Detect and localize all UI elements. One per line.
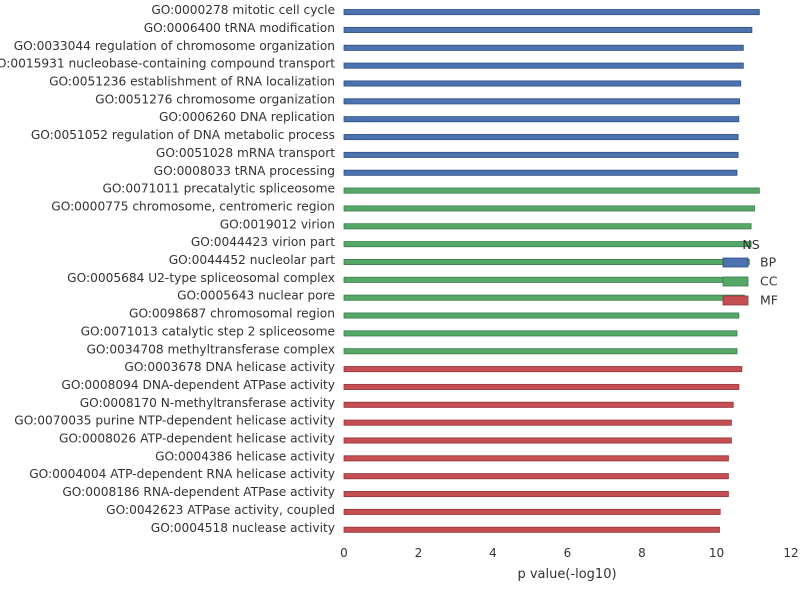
bar-bp bbox=[343, 80, 742, 87]
bar-bp bbox=[343, 62, 744, 69]
bar-cc bbox=[343, 330, 738, 337]
bar-cc bbox=[343, 241, 752, 248]
category-label: GO:0005643 nuclear pore bbox=[177, 289, 335, 303]
category-label: GO:0051236 establishment of RNA localiza… bbox=[49, 75, 335, 89]
bar-mf bbox=[343, 419, 732, 426]
bar-bp bbox=[343, 169, 738, 176]
category-label: GO:0044452 nucleolar part bbox=[169, 253, 336, 267]
bar-cc bbox=[343, 205, 755, 212]
category-label: GO:0004386 helicase activity bbox=[155, 449, 335, 463]
category-label: GO:0000278 mitotic cell cycle bbox=[151, 3, 335, 17]
bar-bp bbox=[343, 151, 739, 158]
bar-cc bbox=[343, 187, 760, 194]
bar-mf bbox=[343, 437, 732, 444]
bar-bp bbox=[343, 98, 740, 105]
category-label: GO:0008186 RNA-dependent ATPase activity bbox=[62, 485, 335, 499]
bar-bp bbox=[343, 134, 739, 141]
category-label: GO:0015931 nucleobase-containing compoun… bbox=[0, 57, 335, 71]
legend-swatch-mf bbox=[722, 295, 749, 306]
category-label: GO:0004518 nuclease activity bbox=[151, 521, 335, 535]
bar-cc bbox=[343, 312, 740, 319]
category-label: GO:0006260 DNA replication bbox=[159, 110, 335, 124]
x-axis: 0 2 4 6 8 10 12 p value(-log10) bbox=[340, 546, 798, 582]
category-label: GO:0071011 precatalytic spliceosome bbox=[102, 182, 335, 196]
category-label: GO:0004004 ATP-dependent RNA helicase ac… bbox=[29, 467, 335, 481]
category-label: GO:0003678 DNA helicase activity bbox=[124, 360, 335, 374]
x-axis-label: p value(-log10) bbox=[517, 567, 616, 582]
category-label: GO:0019012 virion bbox=[220, 217, 335, 231]
category-label: GO:0008094 DNA-dependent ATPase activity bbox=[61, 378, 335, 392]
category-label: GO:0098687 chromosomal region bbox=[129, 307, 335, 321]
x-tick-label: 2 bbox=[415, 546, 423, 560]
bar-mf bbox=[343, 473, 729, 480]
category-label: GO:0071013 catalytic step 2 spliceosome bbox=[81, 324, 335, 338]
legend-label-bp: BP bbox=[760, 255, 777, 270]
bar-cc bbox=[343, 294, 745, 301]
legend-swatch-cc bbox=[722, 276, 749, 287]
x-tick-label: 12 bbox=[783, 546, 798, 560]
x-tick-label: 8 bbox=[638, 546, 646, 560]
bar-mf bbox=[343, 401, 734, 408]
category-label: GO:0008026 ATP-dependent helicase activi… bbox=[59, 432, 335, 446]
category-label: GO:0070035 purine NTP-dependent helicase… bbox=[14, 414, 335, 428]
category-label: GO:0051276 chromosome organization bbox=[95, 92, 335, 106]
x-tick-label: 0 bbox=[340, 546, 348, 560]
category-label: GO:0000775 chromosome, centromeric regio… bbox=[51, 199, 335, 213]
bar-mf bbox=[343, 508, 721, 515]
bar-mf bbox=[343, 491, 729, 498]
category-label: GO:0006400 tRNA modification bbox=[144, 21, 335, 35]
bar-bp bbox=[343, 26, 753, 33]
category-label: GO:0008033 tRNA processing bbox=[154, 164, 335, 178]
bar-mf bbox=[343, 366, 743, 373]
x-tick-label: 10 bbox=[709, 546, 724, 560]
category-labels: GO:0000278 mitotic cell cycle GO:0006400 … bbox=[0, 3, 335, 535]
x-tick-label: 6 bbox=[564, 546, 572, 560]
category-label: GO:0051028 mRNA transport bbox=[156, 146, 335, 160]
legend-title: NS bbox=[742, 237, 759, 252]
bar-bp bbox=[343, 116, 740, 123]
bar-mf bbox=[343, 383, 740, 390]
category-label: GO:0008170 N-methyltransferase activity bbox=[80, 396, 335, 410]
category-label: GO:0042623 ATPase activity, coupled bbox=[106, 503, 335, 517]
x-tick-label: 4 bbox=[489, 546, 497, 560]
category-label: GO:0044423 virion part bbox=[191, 235, 335, 249]
bar-cc bbox=[343, 348, 738, 355]
category-label: GO:0051052 regulation of DNA metabolic p… bbox=[31, 128, 335, 142]
bar-mf bbox=[343, 526, 720, 533]
legend-swatch-bp bbox=[722, 257, 749, 268]
category-label: GO:0033044 regulation of chromosome orga… bbox=[14, 39, 335, 53]
category-label: GO:0005684 U2-type spliceosomal complex bbox=[67, 271, 335, 285]
bar-cc bbox=[343, 258, 750, 265]
legend-label-mf: MF bbox=[760, 293, 778, 308]
category-label: GO:0034708 methyltransferase complex bbox=[86, 342, 335, 356]
bars-layer bbox=[343, 9, 760, 533]
bar-mf bbox=[343, 455, 729, 462]
bar-bp bbox=[343, 9, 760, 16]
bar-cc bbox=[343, 223, 752, 230]
bar-cc bbox=[343, 276, 748, 283]
bar-bp bbox=[343, 44, 744, 51]
legend-label-cc: CC bbox=[760, 274, 778, 289]
